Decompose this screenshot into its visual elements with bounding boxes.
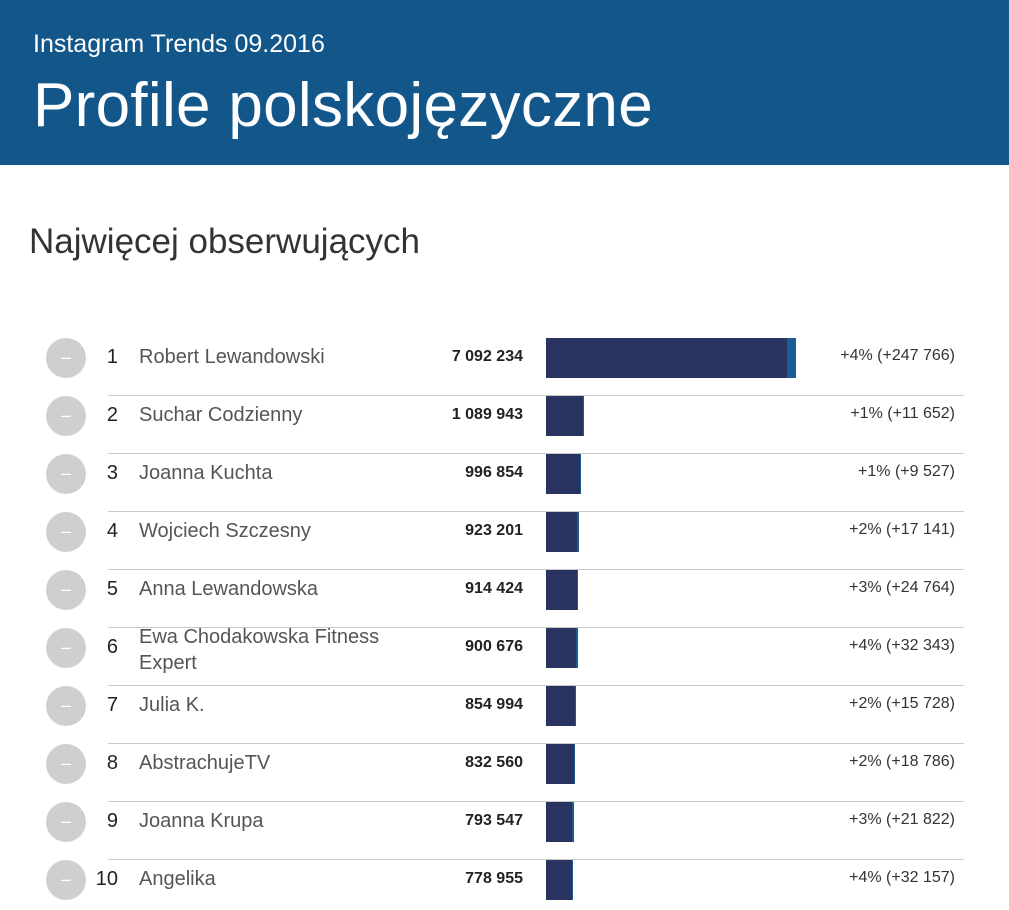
rank-change-badge: –: [46, 744, 86, 784]
followers-gain-bar: [574, 686, 577, 726]
rank-number: 1: [106, 346, 118, 368]
rank-number: 6: [106, 636, 118, 658]
rank-change-badge: –: [46, 686, 86, 726]
rank-number: 3: [106, 462, 118, 484]
row-divider: [108, 569, 964, 570]
profile-name[interactable]: Anna Lewandowska: [139, 578, 319, 600]
table-row: –8 AbstrachujeTV 832 560 +2% (+18 786): [0, 744, 1009, 802]
profile-name[interactable]: Robert Lewandowski: [139, 346, 325, 368]
table-row: –1 Robert Lewandowski 7 092 234 +4% (+247 7…: [0, 338, 1009, 396]
followers-value: 854 994: [465, 696, 523, 713]
table-row: –6 Ewa Chodakowska Fitness Expert 900 676 +…: [0, 626, 1009, 686]
followers-value: 778 955: [465, 870, 523, 887]
profile-name[interactable]: Wojciech Szczesny: [139, 520, 311, 542]
row-divider: [108, 511, 964, 512]
rank-change-badge: –: [46, 628, 86, 668]
rank-change-badge: –: [46, 454, 86, 494]
followers-bar: [546, 744, 576, 784]
followers-bar: [546, 628, 578, 668]
rank-change-badge: –: [46, 512, 86, 552]
rank-change-badge: –: [46, 860, 86, 900]
header-subtitle: Instagram Trends 09.2016: [33, 30, 325, 58]
followers-change: +2% (+18 786): [849, 753, 955, 770]
followers-gain-bar: [572, 802, 574, 842]
rank-number: 5: [106, 578, 118, 600]
table-row: –5 Anna Lewandowska 914 424 +3% (+24 764): [0, 570, 1009, 628]
followers-gain-bar: [573, 744, 576, 784]
followers-gain-bar: [577, 512, 579, 552]
followers-bar: [546, 570, 579, 610]
followers-change: +2% (+17 141): [849, 521, 955, 538]
followers-change: +3% (+21 822): [849, 811, 955, 828]
followers-gain-bar: [576, 570, 579, 610]
rank-number: 7: [106, 694, 118, 716]
row-divider: [108, 395, 964, 396]
table-row: –3 Joanna Kuchta 996 854 +1% (+9 527): [0, 454, 1009, 512]
profile-name[interactable]: Julia K.: [139, 694, 205, 716]
profile-name[interactable]: Ewa Chodakowska Fitness Expert: [139, 626, 380, 674]
row-divider: [108, 453, 964, 454]
followers-value: 996 854: [465, 464, 523, 481]
header-banner: Instagram Trends 09.2016 Profile polskoj…: [0, 0, 1009, 165]
rank-number: 4: [106, 520, 118, 542]
row-divider: [108, 859, 964, 860]
followers-value: 1 089 943: [451, 406, 523, 423]
rank-change-badge: –: [46, 338, 86, 378]
followers-change: +1% (+11 652): [850, 405, 955, 422]
followers-value: 900 676: [465, 638, 523, 655]
followers-gain-bar: [571, 860, 574, 900]
followers-bar: [546, 396, 585, 436]
table-row: –4 Wojciech Szczesny 923 201 +2% (+17 141): [0, 512, 1009, 570]
row-divider: [108, 685, 964, 686]
followers-bar: [546, 802, 574, 842]
header-title: Profile polskojęzyczne: [33, 71, 654, 140]
followers-bar: [546, 454, 582, 494]
rank-number: 9: [106, 810, 118, 832]
followers-value: 7 092 234: [451, 348, 523, 365]
followers-gain-bar: [787, 338, 796, 378]
followers-gain-bar: [579, 454, 582, 494]
followers-bar: [546, 338, 796, 378]
profile-name[interactable]: Suchar Codzienny: [139, 404, 303, 426]
row-divider: [108, 627, 964, 628]
followers-bar: [546, 512, 579, 552]
rank-number: 2: [106, 404, 118, 426]
rank-change-badge: –: [46, 802, 86, 842]
rank-change-badge: –: [46, 570, 86, 610]
followers-value: 832 560: [465, 754, 523, 771]
row-divider: [108, 801, 964, 802]
followers-value: 914 424: [465, 580, 523, 597]
followers-gain-bar: [576, 628, 578, 668]
profile-name[interactable]: Joanna Kuchta: [139, 462, 273, 484]
table-row: –2 Suchar Codzienny 1 089 943 +1% (+11 652): [0, 396, 1009, 454]
followers-gain-bar: [582, 396, 585, 436]
followers-change: +4% (+32 343): [849, 637, 955, 654]
row-divider: [108, 743, 964, 744]
profile-name[interactable]: Angelika: [139, 868, 216, 890]
followers-change: +4% (+32 157): [849, 869, 955, 886]
followers-value: 923 201: [465, 522, 523, 539]
followers-change: +4% (+247 766): [840, 347, 955, 364]
table-row: –10 Angelika 778 955 +4% (+32 157): [0, 860, 1009, 910]
section-title: Najwięcej obserwujących: [29, 222, 420, 261]
followers-change: +2% (+15 728): [849, 695, 955, 712]
rank-change-badge: –: [46, 396, 86, 436]
profile-name[interactable]: Joanna Krupa: [139, 810, 264, 832]
table-row: –9 Joanna Krupa 793 547 +3% (+21 822): [0, 802, 1009, 860]
followers-change: +3% (+24 764): [849, 579, 955, 596]
profile-name[interactable]: AbstrachujeTV: [139, 752, 271, 774]
followers-bar: [546, 860, 574, 900]
followers-value: 793 547: [465, 812, 523, 829]
followers-bar: [546, 686, 577, 726]
rank-number: 8: [106, 752, 118, 774]
rank-number: 10: [95, 868, 118, 890]
followers-change: +1% (+9 527): [858, 463, 955, 480]
table-row: –7 Julia K. 854 994 +2% (+15 728): [0, 686, 1009, 744]
